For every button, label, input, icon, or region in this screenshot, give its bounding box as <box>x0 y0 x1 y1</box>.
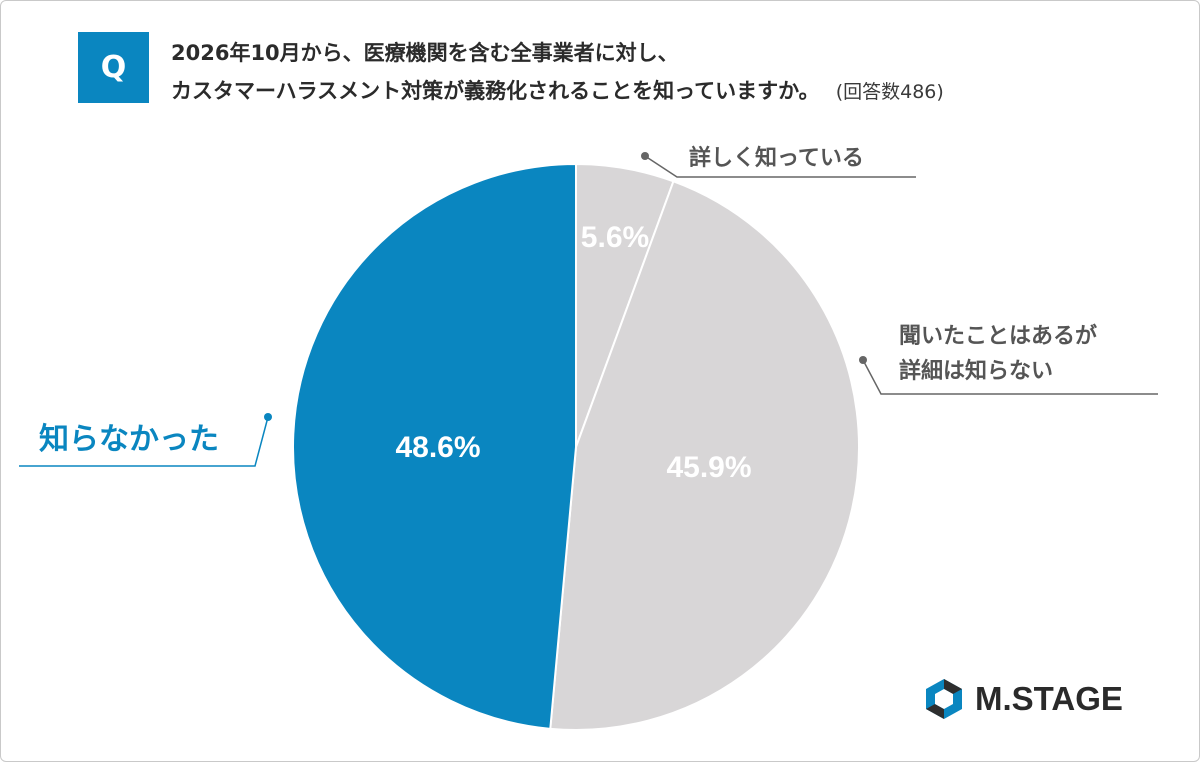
m-stage-logo-icon <box>926 679 962 719</box>
slice-value-label-2: 48.6% <box>395 431 480 464</box>
response-count: (回答数486) <box>835 81 944 103</box>
category-label-2: 知らなかった <box>39 422 219 457</box>
callout-unaware: 知らなかった <box>19 413 272 467</box>
callout-line <box>862 359 1158 395</box>
logo-text: M.STAGE <box>975 680 1123 717</box>
category-label-1-line-2: 詳細は知らない <box>899 358 1053 384</box>
callout-heard: 聞いたことはあるが 詳細は知らない <box>859 323 1158 395</box>
question-text: 2026年10月から、医療機関を含む全事業者に対し、 カスタマーハラスメント対策… <box>171 34 1171 111</box>
callout-detailed: 詳しく知っている <box>641 145 916 178</box>
slice-value-label-1: 45.9% <box>666 451 751 484</box>
question-line-2: カスタマーハラスメント対策が義務化されることを知っていますか。 (回答数486) <box>171 72 1171 111</box>
brand-logo: M.STAGE <box>923 678 1123 720</box>
question-line-2-text: カスタマーハラスメント対策が義務化されることを知っていますか。 <box>171 79 820 103</box>
category-label-1: 聞いたことはあるが 詳細は知らない <box>899 323 1105 384</box>
callout-line <box>644 155 916 178</box>
question-line-1: 2026年10月から、医療機関を含む全事業者に対し、 <box>171 41 679 65</box>
category-label-1-line-1: 聞いたことはあるが <box>899 323 1097 349</box>
pie-slice-2 <box>291 162 577 730</box>
question-badge: Q <box>78 32 149 103</box>
slice-value-label-0: 5.6% <box>581 221 649 254</box>
category-label-0: 詳しく知っている <box>689 145 864 171</box>
callout-line <box>19 416 269 467</box>
pie-slice-1 <box>549 180 861 731</box>
